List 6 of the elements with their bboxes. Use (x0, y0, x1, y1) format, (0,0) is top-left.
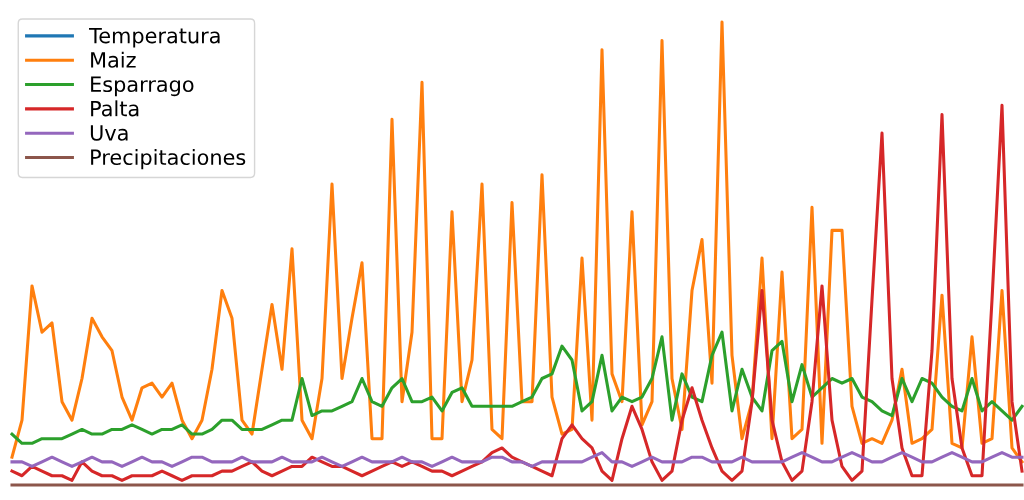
legend-label: Palta (91, 100, 139, 117)
legend-label: Uva (90, 125, 128, 141)
legend-label: Esparrago (91, 76, 194, 97)
legend-label: Maiz (91, 51, 136, 68)
legend-label: Precipitaciones (91, 148, 246, 170)
legend-label: Temperatura (89, 27, 220, 48)
